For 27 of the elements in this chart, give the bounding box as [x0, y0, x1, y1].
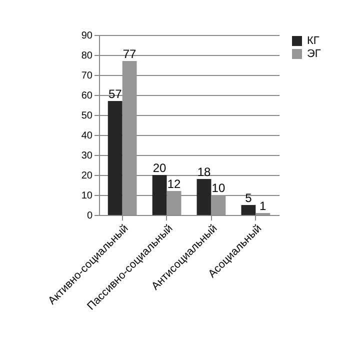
- bar: [152, 175, 167, 215]
- data-label: 18: [197, 165, 211, 179]
- data-label: 10: [212, 181, 226, 195]
- bar: [241, 205, 256, 215]
- bar: [196, 179, 212, 215]
- y-tick-label: 10: [81, 190, 93, 202]
- y-tick-label: 40: [81, 130, 93, 142]
- y-tick-label: 70: [81, 70, 93, 82]
- y-tick-label: 0: [86, 210, 93, 222]
- legend-label: КГ: [307, 35, 320, 47]
- bar: [211, 195, 226, 215]
- y-tick-label: 50: [81, 110, 93, 122]
- bar: [108, 101, 122, 215]
- data-label: 1: [260, 199, 267, 213]
- y-tick-label: 30: [81, 150, 93, 162]
- y-tick-label: 20: [81, 170, 93, 182]
- data-label: 20: [152, 161, 167, 175]
- y-tick-label: 60: [81, 90, 93, 102]
- y-tick-label: 90: [81, 30, 93, 42]
- legend-label: ЭГ: [307, 48, 321, 60]
- bar: [122, 61, 137, 215]
- data-label: 12: [167, 177, 181, 191]
- bar: [166, 191, 182, 215]
- data-label: 77: [122, 47, 137, 61]
- data-label: 5: [245, 191, 252, 205]
- y-tick-label: 80: [81, 50, 93, 62]
- data-label: 57: [108, 87, 122, 101]
